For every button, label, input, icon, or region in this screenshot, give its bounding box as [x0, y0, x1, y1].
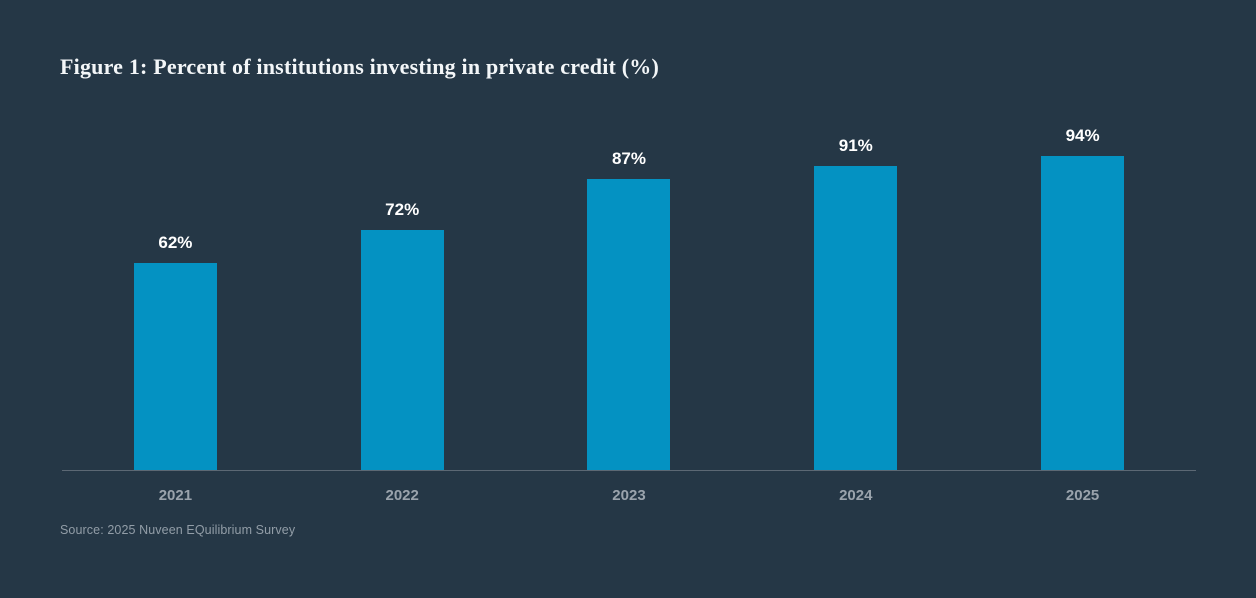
figure-title: Figure 1: Percent of institutions invest…	[60, 54, 659, 79]
bar	[587, 179, 671, 470]
bar-slot: 94%	[969, 127, 1196, 470]
x-tick-label: 2022	[385, 487, 419, 504]
bar-slot: 91%	[742, 137, 969, 470]
x-tick-label: 2021	[158, 487, 193, 504]
bar-slot: 72%	[289, 201, 516, 470]
x-tick-label: 2023	[612, 487, 646, 504]
bar	[1041, 156, 1125, 470]
source-note: Source: 2025 Nuveen EQuilibrium Survey	[60, 523, 296, 537]
bar-value-label: 91%	[838, 136, 873, 156]
bar-value-label: 87%	[611, 149, 646, 169]
bar-value-label: 72%	[385, 200, 420, 220]
bar-value-label: 62%	[158, 233, 193, 253]
bar	[814, 166, 898, 470]
bar-slot: 62%	[62, 234, 289, 470]
x-tick-label: 2024	[839, 487, 873, 504]
bar-chart: 62% 72% 87% 91% 94% 2021 2022 2023 2024 2025	[62, 127, 1196, 504]
x-axis: 2021 2022 2023 2024 2025	[62, 471, 1196, 504]
plot-area: 62% 72% 87% 91% 94%	[62, 127, 1196, 471]
bar	[360, 230, 444, 470]
bar-value-label: 94%	[1065, 126, 1100, 146]
bar	[133, 263, 217, 470]
x-tick-label: 2025	[1065, 487, 1100, 504]
bar-slot: 87%	[516, 150, 743, 470]
